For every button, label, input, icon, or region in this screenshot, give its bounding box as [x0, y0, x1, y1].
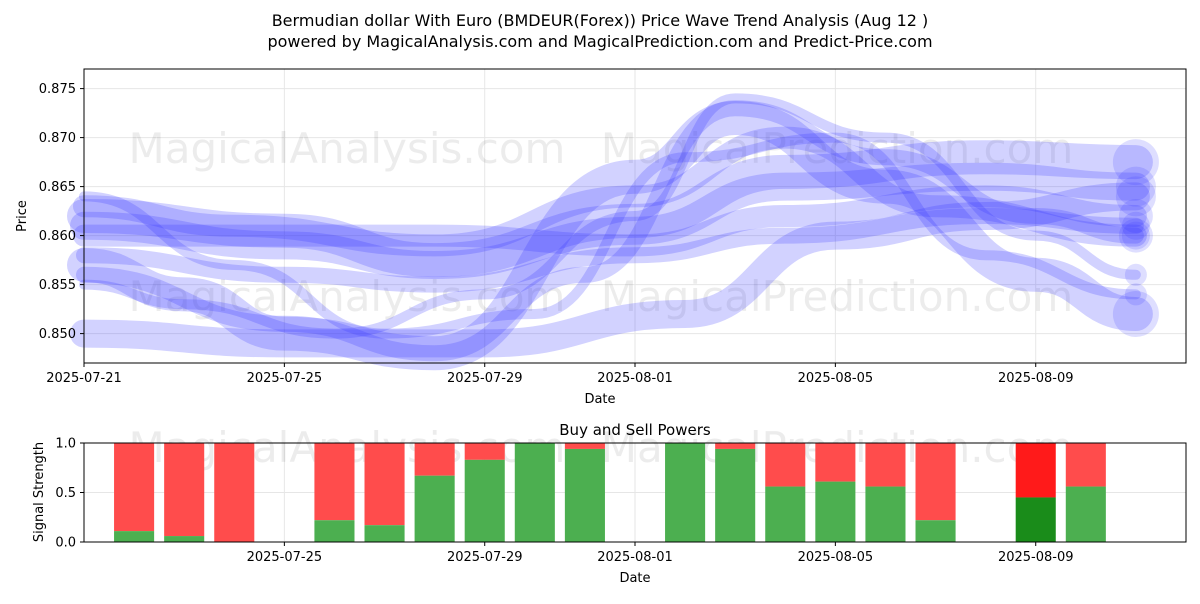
price-wave-endpoint [1115, 166, 1156, 207]
price-wave-line [67, 101, 1153, 371]
buy-power-bar [715, 448, 756, 542]
price-wave-line [79, 132, 1141, 339]
price-axis-ticks: 0.850 0.855 0.860 0.865 0.870 0.875 2025-07-21… [39, 82, 1074, 386]
buy-power-bar [1065, 486, 1106, 542]
power-y-tick-label: 0.5 [55, 486, 76, 501]
power-x-axis-label: Date [619, 571, 650, 586]
sell-power-bar [314, 443, 355, 521]
buy-power-bar [815, 481, 856, 542]
power-x-tick-label: 2025-07-25 [247, 550, 323, 565]
price-wave-line [70, 182, 1150, 358]
price-wave-endpoint [1118, 218, 1153, 253]
sell-power-bar [715, 443, 756, 449]
price-wave-endpoint [1112, 291, 1159, 337]
price-wave-endpoint [1118, 199, 1153, 233]
power-y-axis-label: Signal Strength [32, 442, 47, 542]
price-x-axis-label: Date [584, 392, 615, 407]
buy-power-bar [1015, 497, 1056, 542]
sell-power-bar [364, 443, 405, 526]
buy-power-bar [414, 475, 455, 542]
price-x-tick-label: 2025-08-05 [798, 371, 874, 386]
sell-power-bar [564, 443, 605, 449]
price-panel: MagicalAnalysis.com MagicalPrediction.co… [15, 68, 1187, 407]
sell-power-bar [164, 443, 205, 537]
price-y-tick-label: 0.855 [39, 278, 76, 293]
price-wave-line [73, 126, 1147, 257]
power-x-tick-label: 2025-07-29 [447, 550, 523, 565]
price-wave-line [67, 140, 1153, 278]
price-wave-line [70, 162, 1150, 279]
price-x-tick-label: 2025-07-25 [247, 371, 323, 386]
price-wave-endpoint [1121, 221, 1150, 250]
price-y-tick-label: 0.860 [39, 229, 76, 244]
price-wave-line [76, 208, 1144, 293]
price-wave-series [67, 93, 1159, 371]
sell-power-bar [114, 443, 155, 532]
buy-power-bar [164, 536, 205, 542]
power-x-tick-label: 2025-08-01 [597, 550, 673, 565]
price-y-tick-label: 0.850 [39, 327, 76, 342]
chart-title-line2: powered by MagicalAnalysis.com and Magic… [267, 32, 932, 51]
sell-power-bar [815, 443, 856, 482]
buy-power-bar [915, 520, 956, 542]
price-wave-line [76, 100, 1144, 362]
sell-power-bar [865, 443, 906, 487]
watermark-analysis-mid: MagicalAnalysis.com [129, 272, 566, 321]
watermark-prediction-top: MagicalPrediction.com [601, 124, 1074, 173]
sell-power-bar [414, 443, 455, 476]
price-y-tick-label: 0.865 [39, 180, 76, 195]
price-wave-line [79, 93, 1141, 339]
power-y-tick-label: 0.0 [55, 536, 76, 551]
price-x-tick-label: 2025-08-01 [597, 371, 673, 386]
price-wave-endpoint [1124, 283, 1147, 306]
price-wave-endpoint [1112, 139, 1159, 186]
chart-title-line1: Bermudian dollar With Euro (BMDEUR(Forex… [272, 11, 929, 30]
buy-power-bar [665, 443, 706, 542]
buy-power-bar [364, 525, 405, 542]
price-x-tick-label: 2025-07-29 [447, 371, 523, 386]
price-wave-endpoint [1124, 263, 1147, 286]
price-gridlines [83, 69, 1186, 363]
power-bars [114, 443, 1106, 542]
power-chart-title: Buy and Sell Powers [559, 421, 711, 439]
buy-power-bar [514, 443, 555, 542]
power-x-tick-label: 2025-08-09 [998, 550, 1074, 565]
watermark-analysis-top: MagicalAnalysis.com [129, 124, 566, 173]
power-x-tick-label: 2025-08-05 [798, 550, 874, 565]
price-x-tick-label: 2025-08-09 [998, 371, 1074, 386]
price-wave-endpoint [1121, 211, 1150, 240]
power-panel: Buy and Sell Powers MagicalAnalysis.com … [32, 421, 1187, 586]
sell-power-bar [1065, 443, 1106, 487]
buy-power-bar [464, 459, 505, 542]
buy-power-bar [765, 486, 806, 542]
price-x-tick-label: 2025-07-21 [46, 371, 122, 386]
power-axis-ticks: 0.0 0.5 1.0 2025-07-25 2025-07-29 2025-08-01 2… [55, 437, 1073, 566]
buy-power-bar [114, 531, 155, 542]
sell-power-bar [765, 443, 806, 487]
sell-power-bar [1015, 443, 1056, 498]
price-wave-endpoint [1115, 176, 1156, 217]
watermark-prediction-mid: MagicalPrediction.com [601, 272, 1074, 321]
sell-power-bar [915, 443, 956, 521]
sell-power-bar [464, 443, 505, 460]
buy-power-bar [314, 520, 355, 542]
power-y-tick-label: 1.0 [55, 437, 76, 452]
price-y-tick-label: 0.875 [39, 82, 76, 97]
price-wave-line [73, 185, 1147, 257]
buy-power-bar [564, 448, 605, 542]
sell-power-bar [214, 443, 255, 542]
buy-power-bar [865, 486, 906, 542]
price-y-axis-label: Price [15, 200, 30, 232]
price-y-tick-label: 0.870 [39, 131, 76, 146]
